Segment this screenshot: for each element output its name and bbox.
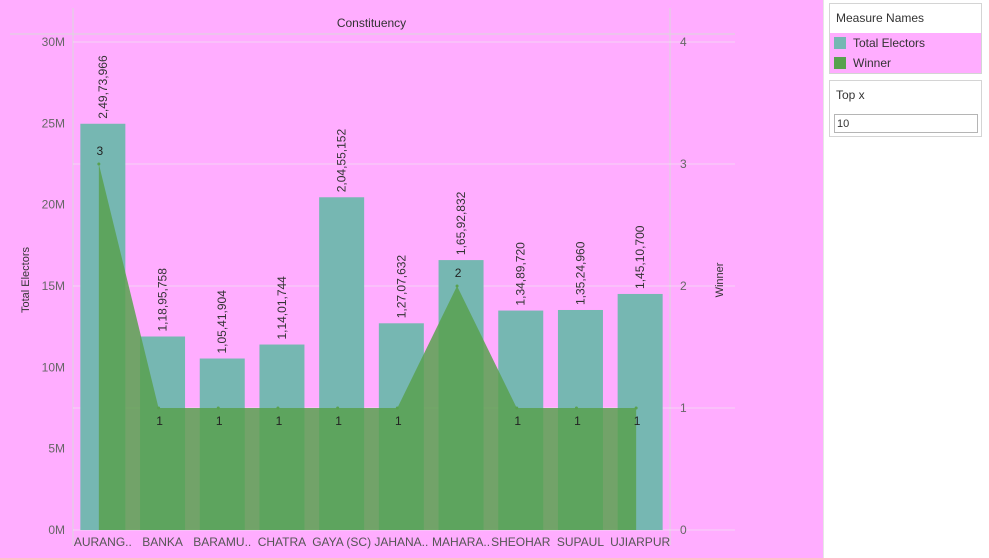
data-label-winner: 1 — [156, 414, 163, 428]
x-tick-label: BARAMU.. — [193, 535, 251, 549]
data-label-winner: 1 — [574, 414, 581, 428]
data-label-winner: 1 — [634, 414, 641, 428]
data-label-total-electors: 1,45,10,700 — [633, 225, 647, 289]
topx-title: Top x — [836, 88, 865, 102]
point-winner — [634, 406, 638, 410]
area-winner — [98, 164, 637, 530]
x-tick-label: JAHANA.. — [374, 535, 428, 549]
data-label-winner: 1 — [395, 414, 402, 428]
chart-panel: Constituency 0M 5M 10M 15M 20M 25M 30M 0 1 2 3 4 Tota… — [0, 0, 824, 558]
data-label-total-electors: 1,18,95,758 — [156, 268, 170, 332]
data-label-winner: 1 — [216, 414, 223, 428]
point-winner — [574, 406, 578, 410]
data-label-winner: 1 — [335, 414, 342, 428]
legend-item-label: Winner — [853, 56, 892, 70]
data-label-total-electors: 1,35,24,960 — [573, 241, 587, 305]
data-label-winner: 3 — [97, 144, 104, 158]
y2-tick-label: 2 — [680, 279, 687, 293]
data-label-total-electors: 1,65,92,832 — [454, 191, 468, 255]
x-tick-label: SHEOHAR — [491, 535, 551, 549]
y-tick-label: 25M — [42, 116, 65, 130]
point-winner — [336, 406, 340, 410]
legend-card: Measure Names Total Electors Winner — [829, 3, 982, 74]
point-winner — [276, 406, 280, 410]
x-tick-label: CHATRA — [258, 535, 306, 549]
legend-item-total-electors[interactable]: Total Electors — [830, 33, 981, 53]
chart: Constituency 0M 5M 10M 15M 20M 25M 30M 0 1 2 3 4 Tota… — [10, 8, 735, 549]
topx-input[interactable] — [834, 114, 978, 133]
topx-parameter-card: Top x — [829, 80, 982, 137]
y-tick-label: 5M — [48, 442, 65, 456]
data-label-total-electors: 1,14,01,744 — [275, 276, 289, 340]
point-winner — [455, 284, 459, 288]
x-tick-label: SUPAUL — [557, 535, 604, 549]
data-label-total-electors: 2,04,55,152 — [335, 129, 349, 193]
y2-tick-label: 0 — [680, 523, 687, 537]
point-winner — [97, 162, 101, 166]
data-label-winner: 1 — [276, 414, 283, 428]
winner-swatch — [834, 57, 846, 69]
y-tick-label: 0M — [48, 523, 65, 537]
data-label-total-electors: 2,49,73,966 — [96, 55, 110, 119]
point-winner — [395, 406, 399, 410]
total-electors-swatch — [834, 37, 846, 49]
data-label-total-electors: 1,34,89,720 — [514, 242, 528, 306]
x-tick-label: BANKA — [142, 535, 183, 549]
y2-tick-label: 3 — [680, 157, 687, 171]
x-tick-label: UJIARPUR — [610, 535, 670, 549]
legend-item-winner[interactable]: Winner — [830, 53, 981, 73]
y2-tick-label: 4 — [680, 35, 687, 49]
data-label-total-electors: 1,27,07,632 — [394, 255, 408, 319]
y-tick-label: 15M — [42, 279, 65, 293]
x-tick-label: GAYA (SC) — [312, 535, 371, 549]
data-label-winner: 1 — [514, 414, 521, 428]
y-tick-label: 10M — [42, 360, 65, 374]
point-winner — [515, 406, 519, 410]
y-tick-label: 30M — [42, 35, 65, 49]
data-label-total-electors: 1,05,41,904 — [215, 290, 229, 354]
point-winner — [216, 406, 220, 410]
point-winner — [157, 406, 161, 410]
y-tick-label: 20M — [42, 198, 65, 212]
legend-title: Measure Names — [836, 11, 925, 25]
x-tick-label: MAHARA.. — [432, 535, 490, 549]
y-axis-title: Total Electors — [20, 246, 32, 313]
column-header: Constituency — [337, 16, 406, 30]
x-tick-label: AURANG.. — [74, 535, 132, 549]
y2-tick-label: 1 — [680, 401, 687, 415]
legend-body: Total Electors Winner — [830, 33, 981, 73]
y2-axis-title: Winner — [714, 262, 726, 297]
legend-item-label: Total Electors — [853, 36, 926, 50]
data-label-winner: 2 — [455, 266, 462, 280]
